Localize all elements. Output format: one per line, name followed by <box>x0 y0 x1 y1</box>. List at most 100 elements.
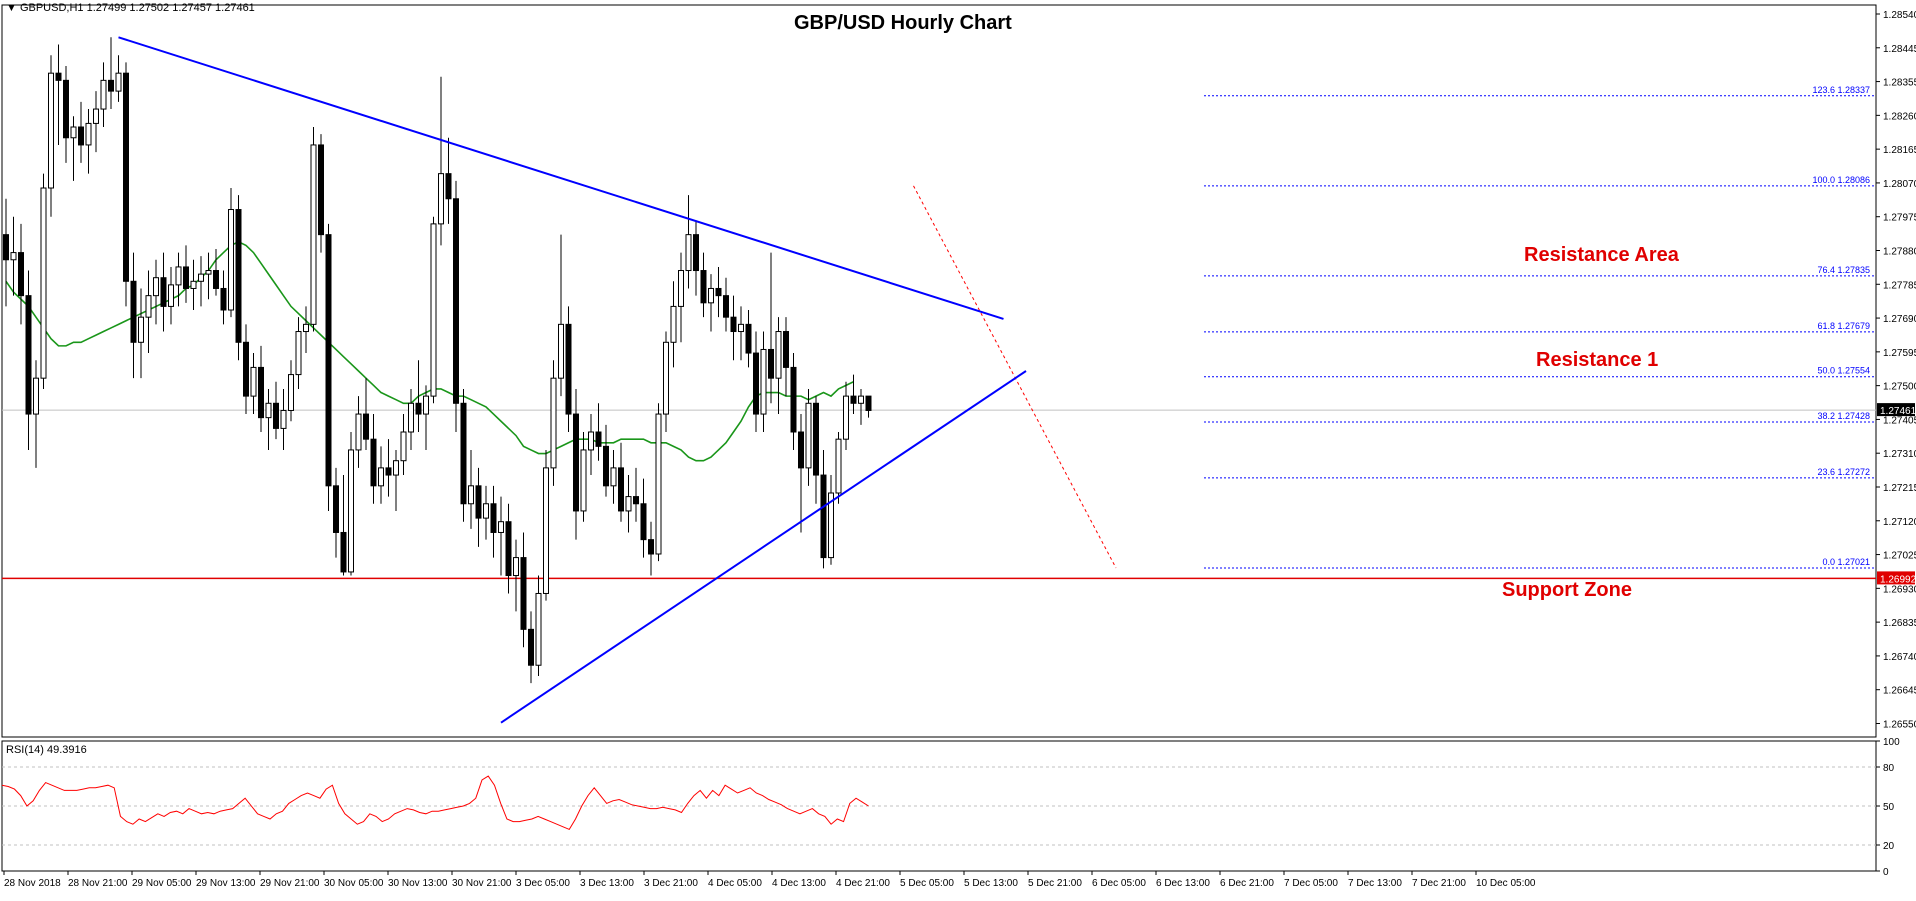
candle-bull <box>580 449 587 512</box>
candle-bull <box>438 173 444 225</box>
candle-bull <box>378 467 384 487</box>
candle-bull <box>835 438 842 494</box>
candle-bull <box>175 266 182 286</box>
candle-bear <box>235 209 242 343</box>
candle-bull <box>513 557 519 577</box>
candle-bull <box>423 395 429 415</box>
candle-bear <box>693 234 699 272</box>
candle-bear <box>415 402 422 415</box>
price-y-tick-label: 1.28540 <box>1883 10 1916 21</box>
price-y-tick-label: 1.27975 <box>1883 213 1916 224</box>
candle-bear <box>213 270 219 289</box>
price-y-tick-label: 1.27785 <box>1883 280 1916 291</box>
candle-bull <box>393 460 399 476</box>
fib-level-label: 100.0 1.28086 <box>1812 175 1870 185</box>
price-y-tick-label: 1.27120 <box>1883 517 1916 528</box>
candle-bull <box>250 366 257 397</box>
price-y-tick-label: 1.27880 <box>1883 246 1916 257</box>
price-pane-frame <box>1 4 1877 738</box>
candle-bull <box>145 295 152 318</box>
candle-bear <box>753 352 759 415</box>
x-tick-label: 5 Dec 05:00 <box>900 878 954 889</box>
candle-bear <box>490 503 497 533</box>
x-tick-label: 29 Nov 05:00 <box>132 878 192 889</box>
rsi-header: RSI(14) 49.3916 <box>6 744 87 756</box>
candle-bear <box>633 496 639 505</box>
candle-bull <box>70 126 77 139</box>
candle-bear <box>745 323 752 354</box>
fib-level-label: 61.8 1.27679 <box>1817 321 1870 331</box>
candle-bull <box>198 273 204 282</box>
candle-bear <box>453 198 459 404</box>
price-y-tick-label: 1.27595 <box>1883 348 1916 359</box>
price-y-tick-label: 1.26550 <box>1883 719 1916 730</box>
candle-bull <box>348 449 354 573</box>
x-tick-label: 3 Dec 13:00 <box>580 878 634 889</box>
x-tick-label: 28 Nov 21:00 <box>68 878 128 889</box>
candle-bear <box>243 341 249 397</box>
candle-bear <box>603 445 609 487</box>
candle-bear <box>445 173 452 200</box>
candle-bull <box>678 270 684 307</box>
candle-bull <box>228 209 234 311</box>
candle-bull <box>288 374 294 411</box>
candle-bull <box>625 496 632 512</box>
x-tick-label: 5 Dec 13:00 <box>964 878 1018 889</box>
x-tick-label: 3 Dec 21:00 <box>644 878 698 889</box>
price-y-tick-label: 1.28070 <box>1883 179 1916 190</box>
candle-bear <box>595 431 602 447</box>
candle-bear <box>648 539 654 555</box>
candle-bear <box>528 628 534 666</box>
candle-bull <box>760 348 767 415</box>
x-tick-label: 4 Dec 05:00 <box>708 878 762 889</box>
x-tick-label: 28 Nov 2018 <box>4 878 61 889</box>
price-y-tick-label: 1.28260 <box>1883 111 1916 122</box>
annotation-resistance-area: Resistance Area <box>1524 244 1680 266</box>
candle-bear <box>25 295 32 415</box>
candle-bull <box>295 331 302 376</box>
candle-bull <box>400 431 407 462</box>
candle-bear <box>640 503 647 541</box>
candle-bear <box>123 72 129 282</box>
candle-bear <box>715 287 722 297</box>
rsi-y-tick-label: 50 <box>1883 802 1895 813</box>
candle-bear <box>505 521 512 577</box>
candle-bull <box>85 122 92 146</box>
x-tick-label: 29 Nov 21:00 <box>260 878 320 889</box>
candle-bull <box>655 413 662 555</box>
candle-bull <box>610 467 617 487</box>
candle-bull <box>483 503 489 519</box>
price-y-tick-label: 1.27500 <box>1883 382 1916 393</box>
candle-bear <box>55 72 62 81</box>
candle-bull <box>430 223 437 397</box>
x-tick-label: 4 Dec 21:00 <box>836 878 890 889</box>
price-y-tick-label: 1.28355 <box>1883 78 1916 89</box>
candle-bear <box>273 402 279 429</box>
candle-bull <box>100 79 107 110</box>
x-tick-label: 10 Dec 05:00 <box>1476 878 1536 889</box>
candle-bear <box>723 295 729 318</box>
candle-bull <box>10 252 17 261</box>
candle-bear <box>618 467 624 512</box>
chart-title: GBP/USD Hourly Chart <box>794 12 1012 34</box>
candle-bear <box>108 79 114 92</box>
x-tick-label: 7 Dec 05:00 <box>1284 878 1338 889</box>
header-triangle-icon: ▼ <box>6 2 17 14</box>
candle-bull <box>33 377 39 415</box>
candle-bull <box>153 277 159 297</box>
rsi-y-tick-label: 80 <box>1883 763 1895 774</box>
support-price-label: 1.26992 <box>1880 574 1916 585</box>
candle-bear <box>573 413 579 512</box>
candle-bull <box>738 323 744 333</box>
candle-bull <box>558 323 564 379</box>
candle-bull <box>828 492 834 559</box>
fib-level-label: 38.2 1.27428 <box>1817 411 1870 421</box>
candle-bull <box>205 270 212 275</box>
candle-bear <box>820 474 827 559</box>
rsi-y-tick-label: 20 <box>1883 841 1895 852</box>
candle-bull <box>805 402 812 469</box>
candle-bull <box>48 72 54 189</box>
symbol-header: ▼ GBPUSD,H1 1.27499 1.27502 1.27457 1.27… <box>6 2 255 14</box>
price-y-tick-label: 1.28165 <box>1883 145 1916 156</box>
